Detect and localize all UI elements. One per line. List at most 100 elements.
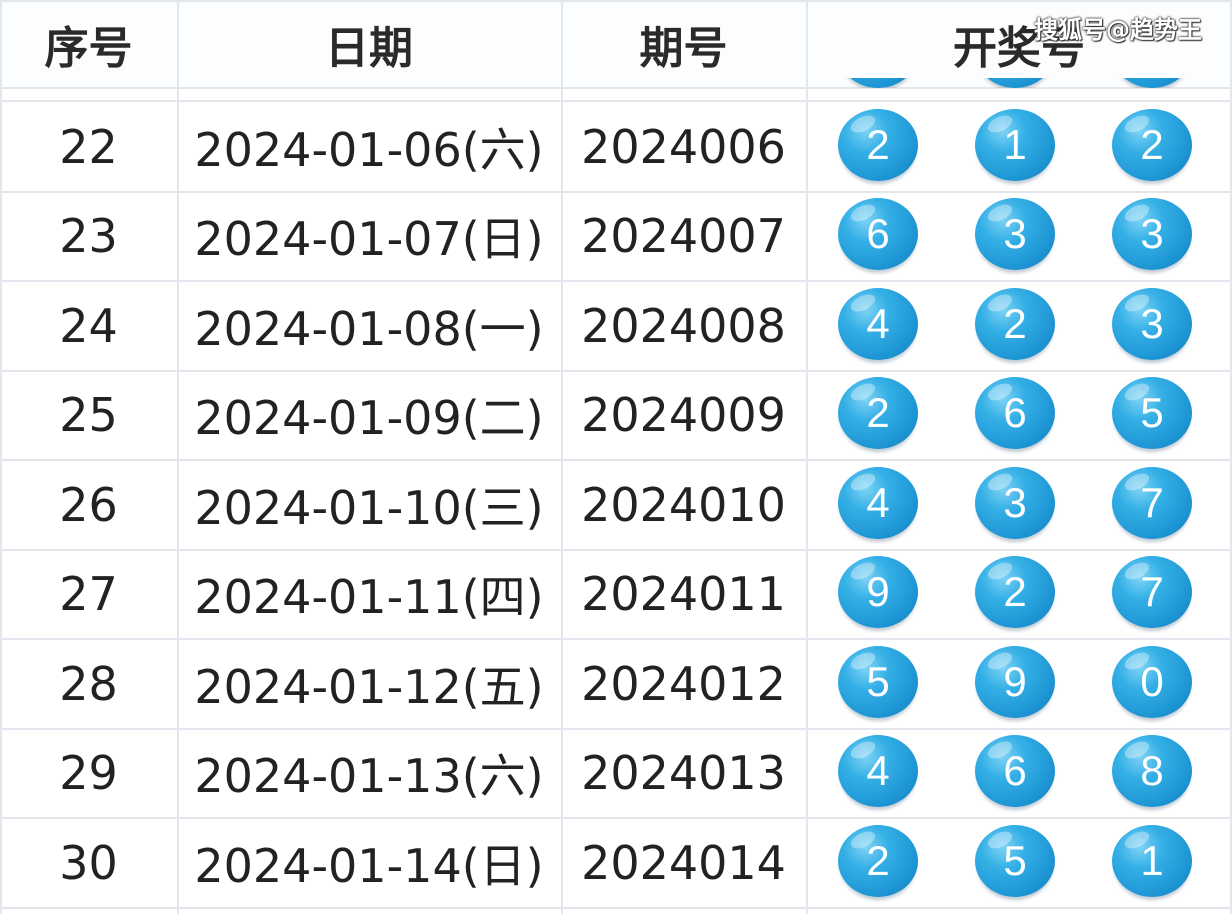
number-ball: 5: [975, 824, 1055, 897]
row-divider: [0, 906, 1232, 909]
ball-digit: 2: [1003, 568, 1027, 616]
column-divider: [806, 0, 808, 914]
row-index: 26: [59, 477, 118, 532]
number-ball: 9: [975, 645, 1055, 718]
header-index: 序号: [0, 0, 177, 87]
ball-digit: 4: [866, 747, 890, 795]
row-date: 2024-01-07(日): [194, 212, 544, 267]
row-date: 2024-01-11(四): [194, 570, 544, 625]
number-ball: 7: [1112, 556, 1192, 629]
row-date: 2024-01-10(三): [194, 480, 544, 535]
ball-digit: 7: [1140, 478, 1164, 526]
ball-digit: 4: [866, 299, 890, 347]
row-date: 2024-01-09(二): [194, 391, 544, 446]
number-ball: 3: [975, 198, 1055, 271]
row-divider: [0, 0, 1232, 2]
row-issue: 2024013: [581, 746, 786, 801]
ball-digit: 6: [1003, 389, 1027, 437]
number-ball: 0: [1112, 645, 1192, 718]
row-divider: [0, 459, 1232, 461]
row-issue: 2024010: [581, 477, 786, 532]
ball-digit: 2: [866, 836, 890, 884]
header-date: 日期: [177, 0, 561, 87]
number-ball: 1: [975, 108, 1055, 181]
row-divider: [0, 280, 1232, 282]
ball-digit: 4: [866, 478, 890, 526]
column-divider: [1230, 0, 1232, 914]
column-divider: [177, 0, 179, 914]
number-ball: 2: [838, 108, 918, 181]
number-ball: 3: [1112, 198, 1192, 271]
number-ball: 3: [975, 466, 1055, 539]
row-date: 2024-01-08(一): [194, 301, 544, 356]
row-issue: 2024008: [581, 298, 786, 353]
ball-digit: 2: [866, 120, 890, 168]
ball-digit: 1: [1140, 836, 1164, 884]
ball-digit: 5: [1140, 389, 1164, 437]
number-ball: 2: [975, 556, 1055, 629]
row-date: 2024-01-13(六): [194, 749, 544, 804]
row-date: 2024-01-12(五): [194, 659, 544, 714]
row-issue: 2024012: [581, 656, 786, 711]
watermark: 搜狐号@趋势王: [1034, 16, 1202, 44]
partial-ball: [838, 78, 918, 88]
row-date: 2024-01-06(六): [194, 122, 544, 177]
ball-digit: 1: [1003, 120, 1027, 168]
ball-digit: 3: [1140, 210, 1164, 258]
ball-digit: 5: [866, 657, 890, 705]
number-ball: 1: [1112, 824, 1192, 897]
number-ball: 9: [838, 556, 918, 629]
ball-digit: 9: [1003, 657, 1027, 705]
ball-digit: 2: [1140, 120, 1164, 168]
partial-ball: [975, 78, 1055, 88]
row-divider: [0, 638, 1232, 640]
header-numbers: 开奖号: [806, 0, 1232, 87]
number-ball: 2: [1112, 108, 1192, 181]
row-issue: 2024009: [581, 388, 786, 443]
number-ball: 5: [838, 645, 918, 718]
ball-digit: 7: [1140, 568, 1164, 616]
row-divider: [0, 727, 1232, 730]
ball-digit: 8: [1140, 747, 1164, 795]
number-ball: 2: [975, 287, 1055, 360]
number-ball: 3: [1112, 287, 1192, 360]
header-issue: 期号: [561, 0, 806, 87]
column-divider: [0, 0, 2, 914]
ball-digit: 9: [866, 568, 890, 616]
row-index: 24: [59, 298, 118, 353]
ball-digit: 3: [1003, 478, 1027, 526]
row-divider: [0, 369, 1232, 372]
number-ball: 6: [975, 735, 1055, 808]
column-divider: [561, 0, 563, 914]
ball-digit: 3: [1003, 210, 1027, 258]
ball-digit: 2: [866, 389, 890, 437]
number-ball: 2: [838, 377, 918, 450]
row-index: 28: [59, 656, 118, 711]
row-divider: [0, 100, 1232, 102]
row-date: 2024-01-14(日): [194, 838, 544, 893]
number-ball: 4: [838, 466, 918, 539]
ball-digit: 6: [1003, 747, 1027, 795]
row-index: 25: [59, 388, 118, 443]
row-divider: [0, 87, 1232, 89]
row-divider: [0, 190, 1232, 193]
number-ball: 4: [838, 735, 918, 808]
row-issue: 2024006: [581, 119, 786, 174]
ball-digit: 5: [1003, 836, 1027, 884]
number-ball: 6: [975, 377, 1055, 450]
row-issue: 2024011: [581, 567, 786, 622]
number-ball: 6: [838, 198, 918, 271]
number-ball: 2: [838, 824, 918, 897]
row-index: 27: [59, 567, 118, 622]
ball-digit: 0: [1140, 657, 1164, 705]
partial-ball: [1112, 78, 1192, 88]
ball-digit: 3: [1140, 299, 1164, 347]
ball-digit: 2: [1003, 299, 1027, 347]
row-issue: 2024007: [581, 209, 786, 264]
row-divider: [0, 548, 1232, 551]
row-index: 22: [59, 119, 118, 174]
row-index: 30: [59, 835, 118, 890]
ball-digit: 6: [866, 210, 890, 258]
row-index: 23: [59, 209, 118, 264]
number-ball: 8: [1112, 735, 1192, 808]
